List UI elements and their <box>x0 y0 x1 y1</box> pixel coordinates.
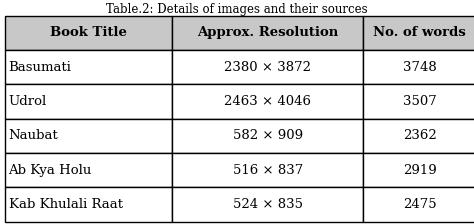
Text: 524 × 835: 524 × 835 <box>233 198 303 211</box>
Text: Naubat: Naubat <box>9 129 58 142</box>
Text: 2380 × 3872: 2380 × 3872 <box>224 61 311 74</box>
Text: 3748: 3748 <box>403 61 437 74</box>
Text: No. of words: No. of words <box>374 26 466 39</box>
Text: 2362: 2362 <box>403 129 437 142</box>
Text: 2919: 2919 <box>403 164 437 177</box>
Text: Ab Kya Holu: Ab Kya Holu <box>9 164 92 177</box>
Text: Approx. Resolution: Approx. Resolution <box>197 26 338 39</box>
Text: Kab Khulali Raat: Kab Khulali Raat <box>9 198 123 211</box>
Text: 2475: 2475 <box>403 198 437 211</box>
Text: 3507: 3507 <box>403 95 437 108</box>
Text: 2463 × 4046: 2463 × 4046 <box>224 95 311 108</box>
Text: Book Title: Book Title <box>50 26 127 39</box>
Text: 582 × 909: 582 × 909 <box>233 129 303 142</box>
Text: Basumati: Basumati <box>9 61 72 74</box>
Text: Table.2: Details of images and their sources: Table.2: Details of images and their sou… <box>106 3 368 16</box>
Text: Udrol: Udrol <box>9 95 47 108</box>
Text: 516 × 837: 516 × 837 <box>233 164 303 177</box>
